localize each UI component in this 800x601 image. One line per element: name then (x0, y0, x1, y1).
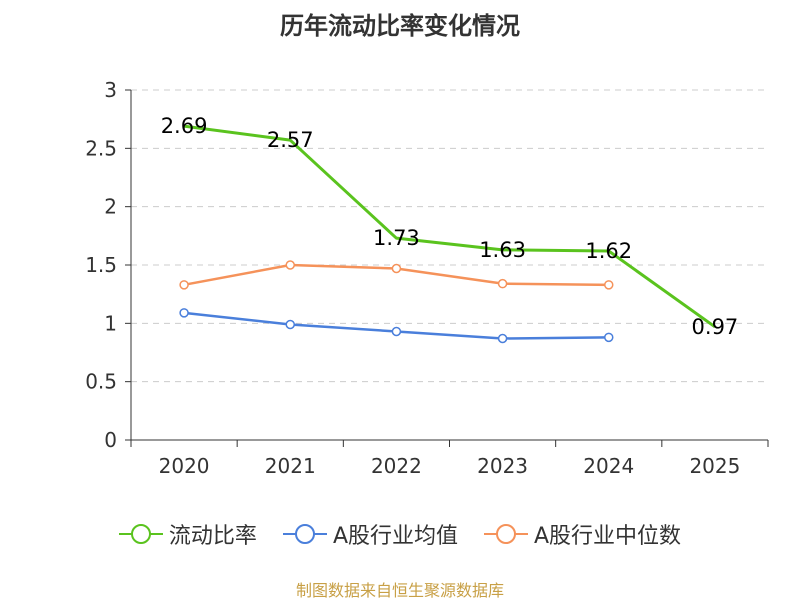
x-tick-label: 2023 (477, 454, 528, 478)
legend-label-industry-median: A股行业中位数 (534, 524, 682, 549)
legend-marker-industry-mean (282, 524, 327, 544)
x-tick-label: 2021 (265, 454, 316, 478)
data-label: 1.73 (373, 226, 420, 250)
data-label: 0.97 (692, 315, 739, 339)
legend-label-current-ratio: 流动比率 (168, 524, 257, 549)
data-point-1-0 (179, 308, 189, 318)
x-tick-label: 2024 (583, 454, 634, 478)
data-point-1-2 (391, 326, 402, 337)
data-label: 2.69 (161, 114, 208, 138)
data-point-2-4 (604, 280, 614, 290)
data-label: 1.63 (479, 238, 526, 262)
data-point-2-2 (391, 263, 402, 274)
data-label: 2.57 (267, 128, 314, 152)
legend: 流动比率 A股行业均值 A股行业中位数 (0, 518, 800, 550)
data-point-1-4 (604, 332, 614, 343)
legend-marker-current-ratio (118, 524, 163, 544)
source-note: 制图数据来自恒生聚源数据库 (295, 581, 504, 600)
data-point-2-0 (179, 280, 189, 290)
x-tick-label: 2025 (689, 454, 740, 478)
legend-marker-industry-median (484, 524, 528, 544)
data-point-1-1 (285, 319, 295, 330)
legend-item-current-ratio[interactable]: 流动比率 (118, 518, 257, 550)
x-tick-label: 2022 (371, 454, 422, 478)
y-tick-label: 0.5 (85, 370, 117, 394)
legend-item-industry-median[interactable]: A股行业中位数 (484, 518, 681, 550)
y-tick-label: 1 (104, 311, 117, 335)
y-tick-label: 2 (104, 195, 117, 219)
legend-label-industry-mean: A股行业均值 (332, 524, 458, 549)
chart-title: 历年流动比率变化情况 (280, 12, 520, 40)
y-tick-label: 0 (104, 428, 117, 452)
data-point-2-1 (285, 260, 295, 270)
data-point-1-3 (497, 333, 508, 344)
data-point-2-3 (497, 278, 508, 289)
y-tick-label: 3 (104, 78, 117, 102)
y-tick-label: 1.5 (85, 253, 117, 277)
x-tick-label: 2020 (159, 454, 210, 478)
data-label: 1.62 (585, 239, 632, 263)
y-tick-label: 2.5 (85, 136, 117, 160)
series-line-0 (183, 124, 716, 329)
legend-item-industry-mean[interactable]: A股行业均值 (282, 518, 458, 550)
